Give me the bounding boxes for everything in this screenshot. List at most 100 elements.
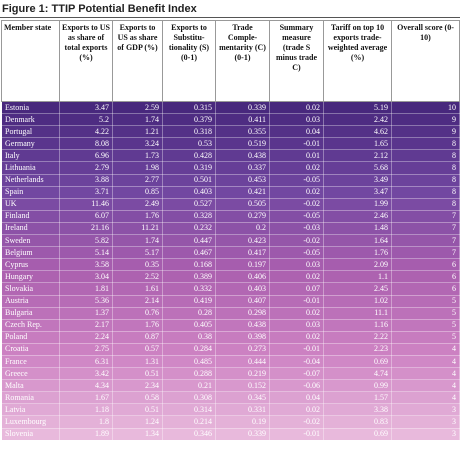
cell: 5.82	[59, 234, 113, 248]
cell: 3.38	[323, 403, 392, 417]
cell: 0.527	[162, 197, 216, 211]
cell: 0.332	[162, 282, 216, 296]
cell: 4.62	[323, 125, 392, 139]
column-header: Member state	[1, 20, 60, 102]
cell: 6.07	[59, 209, 113, 223]
cell: 5	[391, 318, 460, 332]
cell: 3.04	[59, 270, 113, 284]
cell: 2.24	[59, 330, 113, 344]
table-row: France 6.31 1.31 0.485 0.444 -0.04 0.69 4	[1, 354, 460, 369]
cell: 0.02	[269, 161, 324, 175]
cell: 0.76	[112, 306, 163, 320]
cell: 0.288	[162, 367, 216, 381]
cell: -0.05	[269, 173, 324, 187]
cell: 1.99	[323, 197, 392, 211]
table-row: Finland 6.07 1.76 0.328 0.279 -0.05 2.46 7	[1, 209, 460, 223]
cell: 0.07	[269, 282, 324, 296]
column-header: Exports to US as share of GDP (%)	[112, 20, 163, 102]
member-state: Romania	[1, 391, 60, 405]
cell: 0.03	[269, 258, 324, 272]
cell: 0.197	[215, 258, 270, 272]
table-row: Denmark 5.2 1.74 0.379 0.411 0.03 2.42 9	[1, 113, 460, 127]
column-header: Exports to US as share of total exports …	[59, 20, 113, 102]
table-row: Bulgaria 1.37 0.76 0.28 0.298 0.02 11.1 5	[1, 306, 460, 320]
cell: 0.337	[215, 161, 270, 175]
table-row: Netherlands 3.88 2.77 0.501 0.453 -0.05 3.49 8	[1, 173, 460, 187]
cell: 0.02	[269, 306, 324, 320]
cell: 0.315	[162, 100, 216, 115]
cell: 0.485	[162, 354, 216, 369]
cell: 0.318	[162, 125, 216, 139]
table-body: Estonia 3.47 2.59 0.315 0.339 0.02 5.19 10 Denma…	[1, 100, 460, 441]
table-row: Czech Rep. 2.17 1.76 0.405 0.438 0.03 1.16 5	[1, 318, 460, 332]
table-row: Italy 6.96 1.73 0.428 0.438 0.01 2.12 8	[1, 149, 460, 163]
benefit-table: Member state Exports to US as share of to…	[1, 20, 460, 441]
cell: 6.96	[59, 149, 113, 163]
cell: 1.81	[59, 282, 113, 296]
cell: 0.02	[269, 185, 324, 199]
cell: 2.22	[323, 330, 392, 344]
cell: 4	[391, 342, 460, 356]
member-state: Belgium	[1, 246, 60, 260]
cell: 1.21	[112, 125, 163, 139]
table-row: Luxembourg 1.8 1.24 0.214 0.19 -0.02 0.83 3	[1, 415, 460, 429]
cell: 0.331	[215, 403, 270, 417]
cell: 6	[391, 282, 460, 296]
cell: 0.51	[112, 367, 163, 381]
cell: 0.87	[112, 330, 163, 344]
cell: 4	[391, 367, 460, 381]
cell: 8.08	[59, 137, 113, 151]
member-state: Sweden	[1, 234, 60, 248]
cell: 2.52	[112, 270, 163, 284]
cell: 1.1	[323, 270, 392, 284]
cell: 0.444	[215, 354, 270, 369]
cell: 2.45	[323, 282, 392, 296]
table-row: Belgium 5.14 5.17 0.467 0.417 -0.05 1.76 7	[1, 246, 460, 260]
table-row: Austria 5.36 2.14 0.419 0.407 -0.01 1.02 5	[1, 294, 460, 308]
cell: 9	[391, 113, 460, 127]
cell: 0.03	[269, 318, 324, 332]
header-row: Member state Exports to US as share of to…	[1, 20, 460, 102]
cell: 0.428	[162, 149, 216, 163]
cell: -0.04	[269, 354, 324, 369]
cell: 7	[391, 234, 460, 248]
cell: 9	[391, 125, 460, 139]
cell: 3.58	[59, 258, 113, 272]
member-state: Estonia	[1, 100, 60, 115]
member-state: Greece	[1, 367, 60, 381]
table-header: Member state Exports to US as share of to…	[1, 20, 460, 102]
table-row: UK 11.46 2.49 0.527 0.505 -0.02 1.99 8	[1, 197, 460, 211]
cell: 0.273	[215, 342, 270, 356]
cell: 0.467	[162, 246, 216, 260]
cell: -0.05	[269, 209, 324, 223]
cell: 0.28	[162, 306, 216, 320]
cell: -0.02	[269, 234, 324, 248]
cell: 21.16	[59, 221, 113, 236]
cell: 1.74	[112, 113, 163, 127]
cell: -0.01	[269, 294, 324, 308]
table-row: Sweden 5.82 1.74 0.447 0.423 -0.02 1.64 7	[1, 234, 460, 248]
cell: 0.35	[112, 258, 163, 272]
cell: 8	[391, 173, 460, 187]
cell: 4.34	[59, 379, 113, 393]
cell: 1.31	[112, 354, 163, 369]
table-row: Portugal 4.22 1.21 0.318 0.355 0.04 4.62 9	[1, 125, 460, 139]
cell: 0.453	[215, 173, 270, 187]
cell: 2.75	[59, 342, 113, 356]
cell: 0.85	[112, 185, 163, 199]
cell: 8	[391, 137, 460, 151]
cell: 3.88	[59, 173, 113, 187]
cell: 11.46	[59, 197, 113, 211]
cell: 3	[391, 427, 460, 441]
cell: 2.46	[323, 209, 392, 223]
cell: 0.58	[112, 391, 163, 405]
cell: 4	[391, 354, 460, 369]
cell: 3.47	[59, 100, 113, 115]
cell: 1.89	[59, 427, 113, 441]
cell: 4.74	[323, 367, 392, 381]
cell: 0.53	[162, 137, 216, 151]
member-state: Slovenia	[1, 427, 60, 441]
figure-title: Figure 1: TTIP Potential Benefit Index	[0, 0, 460, 18]
table-row: Spain 3.71 0.85 0.403 0.421 0.02 3.47 8	[1, 185, 460, 199]
table-row: Germany 8.08 3.24 0.53 0.519 -0.01 1.65 8	[1, 137, 460, 151]
